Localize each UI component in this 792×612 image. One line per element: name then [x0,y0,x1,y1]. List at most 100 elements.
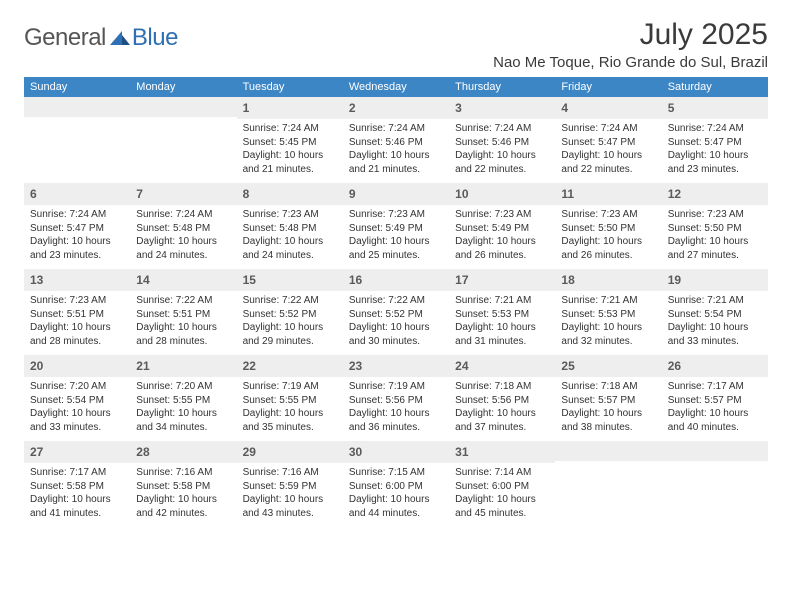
day-number-row: 28 [130,441,236,463]
daylight-line: Daylight: 10 hours and 23 minutes. [30,235,124,262]
day-number-row: 25 [555,355,661,377]
day-number: 28 [136,445,149,459]
day-number: 4 [561,101,568,115]
day-number-row: 21 [130,355,236,377]
calendar-day: 27Sunrise: 7:17 AMSunset: 5:58 PMDayligh… [24,441,130,527]
day-number: 10 [455,187,468,201]
sunset-line: Sunset: 5:46 PM [455,136,549,150]
sunrise-line: Sunrise: 7:19 AM [243,380,337,394]
calendar-week: 20Sunrise: 7:20 AMSunset: 5:54 PMDayligh… [24,355,768,441]
day-number-row: 1 [237,97,343,119]
day-number: 19 [668,273,681,287]
day-number-row: 20 [24,355,130,377]
daylight-line: Daylight: 10 hours and 35 minutes. [243,407,337,434]
daylight-line: Daylight: 10 hours and 31 minutes. [455,321,549,348]
day-number-row: 12 [662,183,768,205]
day-body: Sunrise: 7:19 AMSunset: 5:56 PMDaylight:… [343,377,449,440]
sunrise-line: Sunrise: 7:22 AM [349,294,443,308]
day-number: 27 [30,445,43,459]
day-number: 17 [455,273,468,287]
sunrise-line: Sunrise: 7:15 AM [349,466,443,480]
daylight-line: Daylight: 10 hours and 40 minutes. [668,407,762,434]
daylight-line: Daylight: 10 hours and 42 minutes. [136,493,230,520]
calendar-day: 22 Sunrise: 7:19 AMSunset: 5:55 PMDayligh… [237,355,343,441]
sunrise-line: Sunrise: 7:22 AM [136,294,230,308]
daylight-line: Daylight: 10 hours and 28 minutes. [30,321,124,348]
sunrise-line: Sunrise: 7:20 AM [30,380,124,394]
day-body: Sunrise: 7:21 AMSunset: 5:54 PMDaylight:… [662,291,768,354]
dow-cell: Tuesday [237,77,343,97]
day-body: Sunrise: 7:23 AMSunset: 5:49 PMDaylight:… [343,205,449,268]
day-body: Sunrise: 7:24 AMSunset: 5:47 PMDaylight:… [24,205,130,268]
sunrise-line: Sunrise: 7:24 AM [455,122,549,136]
calendar-day: 1Sunrise: 7:24 AMSunset: 5:45 PMDaylight… [237,97,343,183]
sunrise-line: Sunrise: 7:16 AM [136,466,230,480]
calendar-day: 9Sunrise: 7:23 AMSunset: 5:49 PMDaylight… [343,183,449,269]
day-body: Sunrise: 7:24 AMSunset: 5:47 PMDaylight:… [662,119,768,182]
day-body: Sunrise: 7:23 AMSunset: 5:50 PMDaylight:… [662,205,768,268]
calendar-day: 18Sunrise: 7:21 AMSunset: 5:53 PMDayligh… [555,269,661,355]
sunset-line: Sunset: 5:57 PM [668,394,762,408]
sunset-line: Sunset: 5:52 PM [349,308,443,322]
calendar-day: 13Sunrise: 7:23 AMSunset: 5:51 PMDayligh… [24,269,130,355]
calendar-day: 29Sunrise: 7:16 AMSunset: 5:59 PMDayligh… [237,441,343,527]
day-number-row: 10 [449,183,555,205]
brand-general: General [24,24,106,52]
sunset-line: Sunset: 5:55 PM [243,394,337,408]
day-body: Sunrise: 7:19 AMSunset: 5:55 PMDaylight:… [237,377,343,440]
daylight-line: Daylight: 10 hours and 24 minutes. [243,235,337,262]
day-number-row: 24 [449,355,555,377]
calendar-day: 17 Sunrise: 7:21 AMSunset: 5:53 PMDayligh… [449,269,555,355]
day-number-row: 22 [237,355,343,377]
sunrise-line: Sunrise: 7:23 AM [243,208,337,222]
day-number: 22 [243,359,256,373]
dow-cell: Monday [130,77,236,97]
day-body: Sunrise: 7:17 AMSunset: 5:57 PMDaylight:… [662,377,768,440]
sunrise-line: Sunrise: 7:21 AM [455,294,549,308]
daylight-line: Daylight: 10 hours and 33 minutes. [668,321,762,348]
daylight-line: Daylight: 10 hours and 34 minutes. [136,407,230,434]
day-body: Sunrise: 7:24 AMSunset: 5:46 PMDaylight:… [449,119,555,182]
sunrise-line: Sunrise: 7:24 AM [561,122,655,136]
day-body: Sunrise: 7:24 AMSunset: 5:46 PMDaylight:… [343,119,449,182]
day-number-row: 17 [449,269,555,291]
day-number-row: 18 [555,269,661,291]
daylight-line: Daylight: 10 hours and 25 minutes. [349,235,443,262]
sunrise-line: Sunrise: 7:17 AM [668,380,762,394]
day-number-row: 29 [237,441,343,463]
daylight-line: Daylight: 10 hours and 26 minutes. [455,235,549,262]
daylight-line: Daylight: 10 hours and 38 minutes. [561,407,655,434]
day-number-row: 30 [343,441,449,463]
sunset-line: Sunset: 5:56 PM [455,394,549,408]
day-number: 14 [136,273,149,287]
daylight-line: Daylight: 10 hours and 33 minutes. [30,407,124,434]
sunrise-line: Sunrise: 7:23 AM [668,208,762,222]
day-number: 2 [349,101,356,115]
sunset-line: Sunset: 5:47 PM [561,136,655,150]
day-body: Sunrise: 7:21 AMSunset: 5:53 PMDaylight:… [449,291,555,354]
day-number: 24 [455,359,468,373]
day-number-row: 14 [130,269,236,291]
calendar-day: 24Sunrise: 7:18 AMSunset: 5:56 PMDayligh… [449,355,555,441]
day-body: Sunrise: 7:22 AMSunset: 5:52 PMDaylight:… [237,291,343,354]
sunset-line: Sunset: 5:56 PM [349,394,443,408]
dow-cell: Sunday [24,77,130,97]
daylight-line: Daylight: 10 hours and 21 minutes. [349,149,443,176]
day-number-row: 2 [343,97,449,119]
day-body: Sunrise: 7:14 AMSunset: 6:00 PMDaylight:… [449,463,555,526]
sunrise-line: Sunrise: 7:24 AM [243,122,337,136]
month-title: July 2025 [493,18,768,52]
sunset-line: Sunset: 5:50 PM [561,222,655,236]
day-number: 18 [561,273,574,287]
daylight-line: Daylight: 10 hours and 29 minutes. [243,321,337,348]
sunset-line: Sunset: 5:45 PM [243,136,337,150]
day-number: 30 [349,445,362,459]
brand-triangle-icon [110,29,130,45]
sunrise-line: Sunrise: 7:21 AM [561,294,655,308]
day-number-row: 15 [237,269,343,291]
day-number: 6 [30,187,37,201]
daylight-line: Daylight: 10 hours and 45 minutes. [455,493,549,520]
sunset-line: Sunset: 5:52 PM [243,308,337,322]
day-body: Sunrise: 7:16 AMSunset: 5:59 PMDaylight:… [237,463,343,526]
daylight-line: Daylight: 10 hours and 24 minutes. [136,235,230,262]
